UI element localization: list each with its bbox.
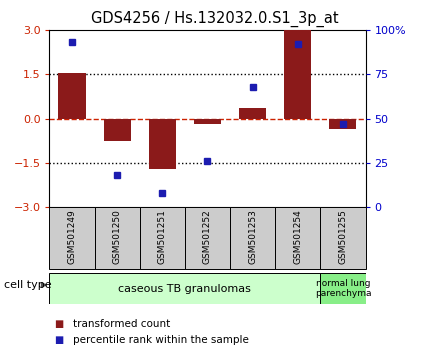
Bar (49, 207, 95, 269)
Text: ■: ■ (54, 319, 63, 329)
Bar (329, 119, 356, 129)
Text: GSM501249: GSM501249 (68, 209, 77, 264)
Bar (239, 108, 266, 119)
Bar (140, 207, 185, 269)
Bar (320, 273, 366, 304)
Text: cell type: cell type (4, 280, 52, 290)
Bar (95, 207, 140, 269)
Text: GSM501255: GSM501255 (338, 209, 347, 264)
Bar (284, 30, 311, 119)
Bar (58, 73, 86, 119)
Bar (104, 119, 131, 141)
Bar (275, 207, 320, 269)
Text: GSM501251: GSM501251 (158, 209, 167, 264)
Text: GSM501254: GSM501254 (293, 209, 302, 264)
Bar (230, 207, 275, 269)
Bar (194, 119, 221, 124)
Text: GDS4256 / Hs.132032.0.S1_3p_at: GDS4256 / Hs.132032.0.S1_3p_at (91, 11, 339, 27)
Text: percentile rank within the sample: percentile rank within the sample (73, 335, 249, 345)
Text: GSM501252: GSM501252 (203, 209, 212, 264)
Text: ■: ■ (54, 335, 63, 345)
Bar (185, 207, 230, 269)
Text: normal lung
parenchyma: normal lung parenchyma (315, 279, 371, 298)
Text: transformed count: transformed count (73, 319, 170, 329)
Text: caseous TB granulomas: caseous TB granulomas (118, 284, 252, 293)
Text: GSM501253: GSM501253 (248, 209, 257, 264)
Bar (49, 273, 320, 304)
Text: GSM501250: GSM501250 (113, 209, 122, 264)
Bar (149, 119, 176, 169)
Bar (320, 207, 366, 269)
